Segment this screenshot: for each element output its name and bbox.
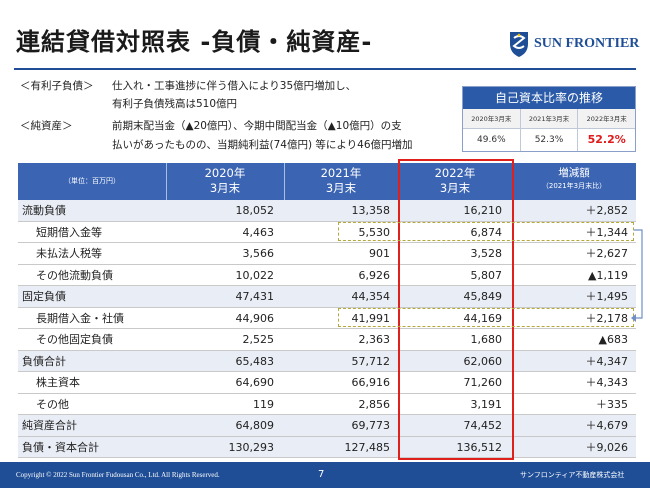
column-header-2021: 2021年 3月末 xyxy=(320,166,362,195)
column-header-change: 増減額 （2021年3月末比） xyxy=(541,167,607,190)
table-row-long-term-borrowings: 長期借入金・社債 44,906 41,991 44,169 ＋2,178 xyxy=(18,308,636,329)
equity-label: ＜純資産＞ xyxy=(20,120,73,132)
debt-line-1: 仕入れ・工事進捗に伴う借入により35億円増加し、 xyxy=(112,80,357,92)
equity-ratio-value: 52.3% xyxy=(521,129,579,151)
table-row-other-fixed-liabilities: その他固定負債 2,525 2,363 1,680 ▲683 xyxy=(18,329,636,351)
unit-label: （単位：百万円） xyxy=(64,177,120,185)
table-header: （単位：百万円） 2020年 3月末 2021年 3月末 2022年 3月末 増減額（… xyxy=(18,163,636,200)
table-row-total-liabilities-and-equity: 負債・資本合計 130,293 127,485 136,512 ＋9,026 xyxy=(18,436,636,458)
debt-line-2: 有利子負債残高は510億円 xyxy=(112,98,238,110)
logo-text: SUN FRONTIER xyxy=(534,36,640,51)
equity-ratio-panel: 自己資本比率の推移 2020年3月末 2021年3月末 2022年3月末 49.… xyxy=(462,86,636,152)
equity-ratio-header: 2022年3月末 xyxy=(586,115,627,123)
equity-line-1: 前期末配当金（▲20億円）、今期中間配当金（▲10億円）の支 xyxy=(112,120,402,132)
footer-bar: Copyright © 2022 Sun Frontier Fudousan C… xyxy=(0,462,650,488)
table-row-shareholders-equity: 株主資本 64,690 66,916 71,260 ＋4,343 xyxy=(18,372,636,394)
equity-ratio-header: 2020年3月末 xyxy=(463,109,521,128)
table-row-other-equity: その他 119 2,856 3,191 ＋335 xyxy=(18,394,636,415)
equity-ratio-header: 2021年3月末 xyxy=(521,109,579,128)
company-logo: SUN FRONTIER xyxy=(508,30,646,60)
table-row-current-liabilities: 流動負債 18,052 13,358 16,210 ＋2,852 xyxy=(18,200,636,222)
equity-ratio-value-current: 52.2% xyxy=(587,133,626,146)
table-row-total-liabilities: 負債合計 65,483 57,712 62,060 ＋4,347 xyxy=(18,350,636,372)
equity-ratio-value-row: 49.6% 52.3% 52.2% xyxy=(463,129,635,151)
page-number: 7 xyxy=(318,469,325,480)
table-row-income-taxes-payable: 未払法人税等 3,566 901 3,528 ＋2,627 xyxy=(18,243,636,265)
shield-crest-icon xyxy=(510,32,528,57)
equity-ratio-title: 自己資本比率の推移 xyxy=(463,87,635,109)
header-divider xyxy=(284,163,285,200)
table-row-other-current-liabilities: その他流動負債 10,022 6,926 5,807 ▲1,119 xyxy=(18,265,636,286)
table-row-fixed-liabilities: 固定負債 47,431 44,354 45,849 ＋1,495 xyxy=(18,286,636,308)
title-rule xyxy=(14,68,636,70)
page-title: 連結貸借対照表 -負債・純資産- xyxy=(16,28,373,56)
table-row-total-net-assets: 純資産合計 64,809 69,773 74,452 ＋4,679 xyxy=(18,415,636,437)
equity-ratio-value: 49.6% xyxy=(463,129,521,151)
equity-line-2: 払いがあったものの、当期純利益(74億円) 等により46億円増加 xyxy=(112,139,413,151)
header-divider xyxy=(166,163,167,200)
debt-label: ＜有利子負債＞ xyxy=(20,80,94,92)
equity-ratio-header-row: 2020年3月末 2021年3月末 2022年3月末 xyxy=(463,109,635,129)
footer-copyright: Copyright © 2022 Sun Frontier Fudousan C… xyxy=(16,471,220,479)
footer-company: サンフロンティア不動産株式会社 xyxy=(520,471,625,479)
column-header-2020: 2020年 3月末 xyxy=(204,166,246,195)
column-header-2022: 2022年 3月末 xyxy=(434,166,476,195)
table-row-short-term-borrowings: 短期借入金等 4,463 5,530 6,874 ＋1,344 xyxy=(18,222,636,243)
